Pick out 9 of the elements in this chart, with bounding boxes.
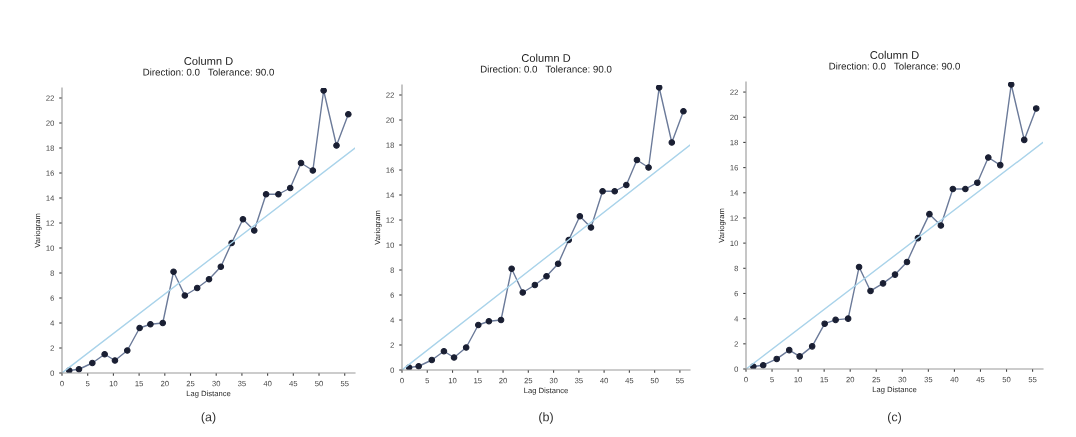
chart-title: Column D (870, 50, 919, 59)
chart-title: Column D (184, 56, 233, 65)
text: (b) (539, 412, 553, 424)
chart-subtitle: Direction: 0.0 Tolerance: 90.0 (480, 65, 612, 73)
text: (a) (201, 412, 216, 424)
chart-subtitle: Direction: 0.0 Tolerance: 90.0 (829, 62, 960, 70)
chart-subtitle: Direction: 0.0 Tolerance: 90.0 (143, 68, 274, 76)
chart-title: Column D (521, 53, 571, 62)
text: (c) (887, 412, 902, 424)
